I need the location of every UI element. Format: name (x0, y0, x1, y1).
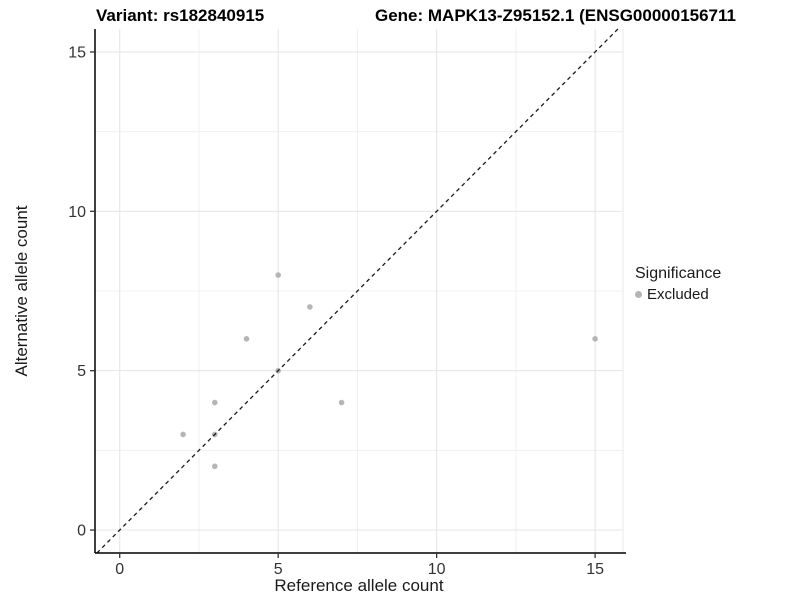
plot-title-gene: Gene: MAPK13-Z95152.1 (ENSG00000156711 (375, 6, 736, 25)
legend-point-icon (635, 291, 642, 298)
svg-text:5: 5 (77, 363, 86, 380)
svg-text:15: 15 (68, 44, 86, 61)
identity-reference-line (96, 28, 619, 554)
data-point (180, 431, 186, 438)
svg-text:5: 5 (274, 561, 283, 578)
data-point (211, 463, 218, 470)
legend-item-label: Excluded (647, 286, 709, 303)
data-point (243, 336, 250, 342)
svg-text:0: 0 (115, 561, 124, 578)
data-point (338, 399, 345, 406)
legend-title: Significance (635, 265, 722, 282)
legend: Significance Excluded (635, 265, 721, 303)
data-point (211, 399, 218, 406)
svg-text:10: 10 (428, 561, 446, 578)
data-point (307, 304, 313, 310)
data-point (275, 272, 281, 278)
svg-text:15: 15 (586, 561, 604, 578)
plot-title-variant: Variant: rs182840915 (96, 6, 265, 25)
x-axis-title: Reference allele count (274, 576, 444, 595)
legend-item-excluded: Excluded (635, 286, 721, 303)
data-point (592, 336, 598, 342)
svg-text:0: 0 (77, 523, 86, 540)
svg-text:10: 10 (68, 204, 86, 221)
